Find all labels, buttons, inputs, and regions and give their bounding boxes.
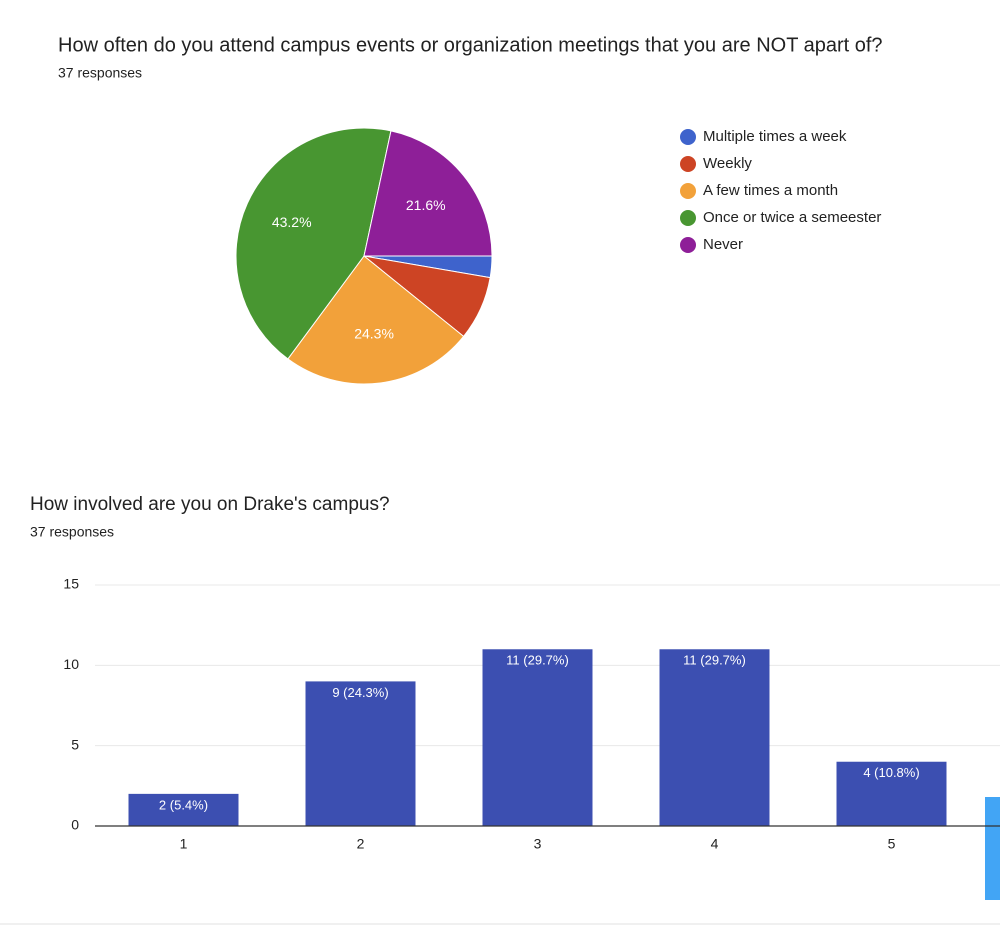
bar-value-label: 9 (24.3%) <box>332 685 388 700</box>
legend-label: Once or twice a semeester <box>703 209 881 226</box>
y-tick-label: 10 <box>63 656 79 672</box>
chart-title: How involved are you on Drake's campus? <box>30 494 390 515</box>
y-tick-label: 15 <box>63 576 79 592</box>
legend-label: Multiple times a week <box>703 128 847 145</box>
legend-label: A few times a month <box>703 182 838 199</box>
x-tick-label: 4 <box>711 836 719 852</box>
legend-swatch <box>680 237 696 253</box>
response-count: 37 responses <box>30 524 114 540</box>
x-tick-label: 1 <box>180 836 188 852</box>
bar-value-label: 4 (10.8%) <box>863 765 919 780</box>
slice-label: 21.6% <box>406 197 446 213</box>
bar <box>128 793 239 826</box>
bar <box>482 649 593 826</box>
legend-label: Never <box>703 236 743 253</box>
legend-label: Weekly <box>703 155 752 172</box>
pie-slice <box>287 255 465 385</box>
x-tick-label: 5 <box>888 836 896 852</box>
bar-value-label: 2 (5.4%) <box>159 797 208 812</box>
bar <box>305 681 416 826</box>
side-tab[interactable] <box>985 797 1000 900</box>
legend-swatch <box>680 183 696 199</box>
pie-slice <box>235 127 392 360</box>
y-tick-label: 5 <box>71 736 79 752</box>
slice-label: 24.3% <box>354 325 394 341</box>
response-count: 37 responses <box>58 65 142 81</box>
slice-label: 43.2% <box>272 214 312 230</box>
bar-value-label: 11 (29.7%) <box>506 653 569 668</box>
legend-swatch <box>680 156 696 172</box>
bar <box>836 761 947 826</box>
y-tick-label: 0 <box>71 817 79 833</box>
x-tick-label: 3 <box>534 836 542 852</box>
pie-slice <box>363 130 493 257</box>
bar <box>659 649 770 826</box>
legend-swatch <box>680 129 696 145</box>
bar-value-label: 11 (29.7%) <box>683 653 746 668</box>
chart-title: How often do you attend campus events or… <box>58 34 883 56</box>
legend-swatch <box>680 210 696 226</box>
x-tick-label: 2 <box>357 836 365 852</box>
